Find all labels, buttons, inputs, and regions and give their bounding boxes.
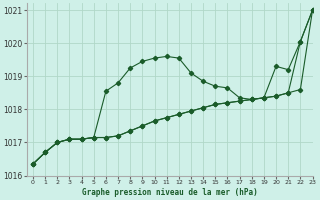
X-axis label: Graphe pression niveau de la mer (hPa): Graphe pression niveau de la mer (hPa) [82, 188, 258, 197]
